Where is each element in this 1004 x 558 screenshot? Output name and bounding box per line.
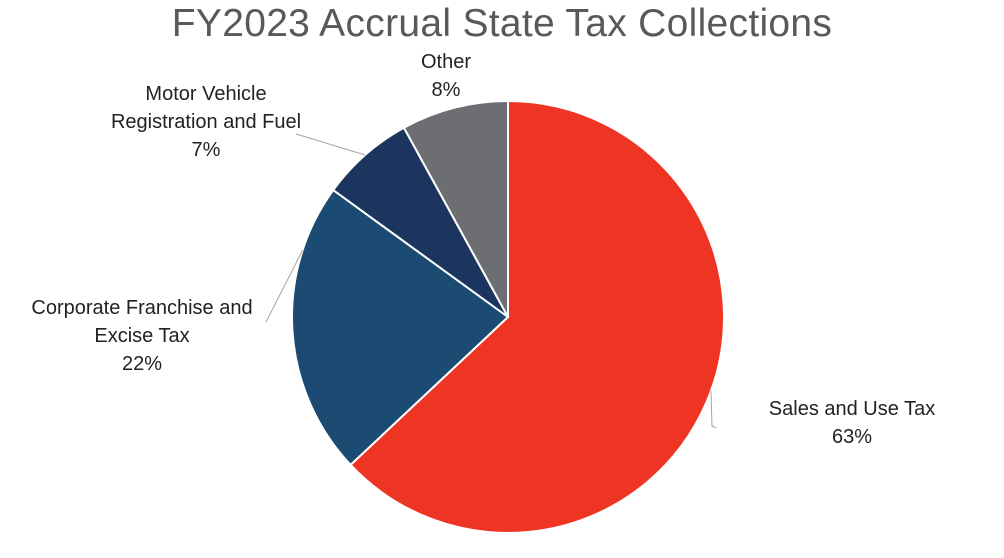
slice-name-line-2: Excise Tax [94, 325, 190, 347]
leader-line-corporate [265, 250, 304, 323]
leader-line-sales [710, 390, 717, 429]
slice-name-line-1: Motor Vehicle [145, 83, 267, 105]
slice-label-other: Other 8% [396, 48, 496, 104]
pie-slice-corporate-franchise [291, 188, 510, 467]
slice-label-corporate-franchise: Corporate Franchise and Excise Tax 22% [12, 294, 272, 378]
chart-title: FY2023 Accrual State Tax Collections [171, 2, 833, 45]
slice-percent: 8% [431, 79, 461, 101]
slice-label-motor-vehicle: Motor Vehicle Registration and Fuel 7% [96, 80, 316, 164]
pie-slice-other [402, 99, 509, 318]
slice-name-line-2: Registration and Fuel [110, 111, 302, 133]
slice-name-line-1: Corporate Franchise and [31, 297, 253, 319]
leader-line-motor-vehicle [295, 133, 366, 156]
slice-label-sales-and-use-tax: Sales and Use Tax 63% [742, 395, 962, 451]
slice-name: Sales and Use Tax [768, 398, 936, 420]
pie-slice-sales-and-use-tax [349, 99, 725, 534]
slice-percent: 22% [121, 353, 163, 375]
slice-percent: 63% [831, 426, 873, 448]
slice-percent: 7% [191, 139, 221, 161]
slice-name: Other [420, 51, 472, 73]
